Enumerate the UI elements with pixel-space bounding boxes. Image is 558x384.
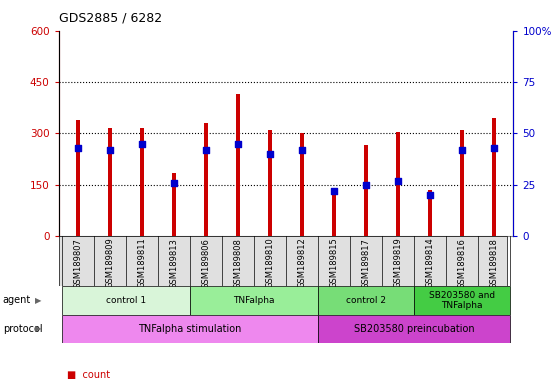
Point <box>170 180 179 186</box>
Bar <box>414 286 510 315</box>
Bar <box>318 286 414 315</box>
Text: GSM189819: GSM189819 <box>393 238 402 288</box>
Text: SB203580 and
TNFalpha: SB203580 and TNFalpha <box>429 291 495 310</box>
Bar <box>428 190 432 236</box>
Text: GSM189813: GSM189813 <box>170 238 179 288</box>
Point <box>137 141 146 147</box>
Text: TNFalpha: TNFalpha <box>233 296 275 305</box>
Bar <box>204 123 208 236</box>
Point <box>105 147 114 153</box>
Bar <box>318 315 510 343</box>
Point <box>362 182 371 188</box>
Text: GSM189814: GSM189814 <box>426 238 435 288</box>
Bar <box>190 286 318 315</box>
Text: GDS2885 / 6282: GDS2885 / 6282 <box>59 12 162 25</box>
Text: control 2: control 2 <box>346 296 386 305</box>
Text: agent: agent <box>3 295 31 306</box>
Text: GSM189811: GSM189811 <box>137 238 146 288</box>
Text: control 1: control 1 <box>106 296 146 305</box>
Text: GSM189816: GSM189816 <box>458 238 466 288</box>
Point <box>73 145 82 151</box>
Bar <box>492 118 496 236</box>
Bar <box>332 195 336 236</box>
Text: ■  count: ■ count <box>67 370 110 380</box>
Point <box>393 178 402 184</box>
Bar <box>364 146 368 236</box>
Point <box>233 141 242 147</box>
Bar <box>108 128 112 236</box>
Text: GSM189815: GSM189815 <box>330 238 339 288</box>
Text: TNFalpha stimulation: TNFalpha stimulation <box>138 324 242 334</box>
Text: GSM189806: GSM189806 <box>201 238 210 288</box>
Bar <box>62 315 318 343</box>
Text: ▶: ▶ <box>35 296 42 305</box>
Text: GSM189818: GSM189818 <box>489 238 499 288</box>
Point <box>201 147 210 153</box>
Point <box>266 151 275 157</box>
Bar <box>76 120 80 236</box>
Point <box>426 192 435 198</box>
Point <box>330 188 339 194</box>
Bar <box>300 133 304 236</box>
Bar <box>460 130 464 236</box>
Text: GSM189807: GSM189807 <box>73 238 83 288</box>
Point <box>297 147 306 153</box>
Text: GSM189812: GSM189812 <box>297 238 306 288</box>
Text: GSM189809: GSM189809 <box>105 238 114 288</box>
Point <box>490 145 499 151</box>
Bar <box>62 286 190 315</box>
Point <box>458 147 466 153</box>
Text: GSM189817: GSM189817 <box>362 238 371 288</box>
Text: SB203580 preincubation: SB203580 preincubation <box>354 324 474 334</box>
Bar <box>172 173 176 236</box>
Bar <box>236 94 240 236</box>
Text: protocol: protocol <box>3 324 42 334</box>
Bar <box>396 132 400 236</box>
Text: GSM189810: GSM189810 <box>266 238 275 288</box>
Bar <box>140 128 144 236</box>
Text: ▶: ▶ <box>35 324 42 333</box>
Text: GSM189808: GSM189808 <box>233 238 242 288</box>
Bar <box>268 130 272 236</box>
